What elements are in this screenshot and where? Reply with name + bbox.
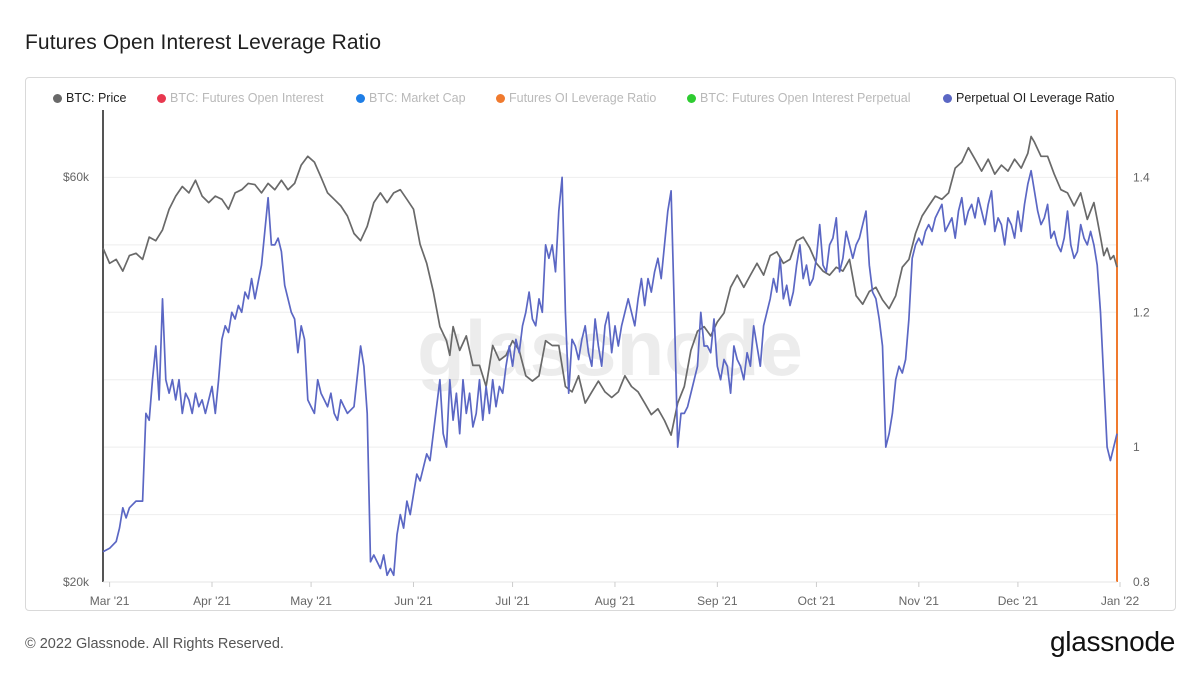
- chart-title: Futures Open Interest Leverage Ratio: [25, 31, 382, 54]
- x-tick-label: Aug '21: [595, 594, 636, 608]
- legend-dot-icon: [356, 93, 365, 103]
- x-tick-label: Dec '21: [998, 594, 1039, 608]
- x-axis: Mar '21 Apr '21 May '21 Jun '21 Jul '21 Aug '…: [90, 582, 1140, 608]
- y-right-tick-label: 1.2: [1133, 305, 1150, 319]
- copyright-footer: © 2022 Glassnode. All Rights Reserved.: [25, 636, 284, 652]
- series-line-btc-price: [102, 135, 1118, 436]
- legend-dot-icon: [943, 93, 952, 103]
- x-tick-label: Jul '21: [495, 594, 530, 608]
- legend-item-btc-futures-open-interest-perpetual[interactable]: BTC: Futures Open Interest Perpetual: [687, 91, 911, 105]
- x-tick-label: Jun '21: [394, 594, 433, 608]
- legend: BTC: Price BTC: Futures Open Interest BTC:…: [0, 91, 1200, 109]
- watermark: glassnode: [417, 304, 803, 392]
- gridlines: [103, 176, 1117, 516]
- x-tick-label: Jan '22: [1101, 594, 1140, 608]
- x-tick-label: May '21: [290, 594, 332, 608]
- x-tick-label: Oct '21: [798, 594, 836, 608]
- legend-dot-icon: [157, 93, 166, 103]
- legend-label: BTC: Market Cap: [369, 91, 466, 105]
- x-tick-label: Nov '21: [899, 594, 940, 608]
- x-tick-label: Sep '21: [697, 594, 738, 608]
- legend-label: BTC: Futures Open Interest: [170, 91, 324, 105]
- legend-item-btc-futures-open-interest[interactable]: BTC: Futures Open Interest: [157, 91, 324, 105]
- legend-dot-icon: [496, 93, 505, 103]
- y-axis-left: $20k $60k: [63, 170, 90, 589]
- glassnode-logo: glassnode: [1050, 626, 1175, 657]
- legend-item-btc-market-cap[interactable]: BTC: Market Cap: [356, 91, 466, 105]
- legend-item-btc-price[interactable]: BTC: Price: [53, 91, 126, 105]
- legend-label: BTC: Futures Open Interest Perpetual: [700, 91, 911, 105]
- legend-item-futures-oi-leverage-ratio[interactable]: Futures OI Leverage Ratio: [496, 91, 656, 105]
- legend-dot-icon: [687, 93, 696, 103]
- x-tick-label: Apr '21: [193, 594, 231, 608]
- legend-label: Perpetual OI Leverage Ratio: [956, 91, 1115, 105]
- legend-item-perpetual-oi-leverage-ratio[interactable]: Perpetual OI Leverage Ratio: [943, 91, 1114, 105]
- y-right-tick-label: 1.4: [1133, 170, 1150, 184]
- y-right-tick-label: 1: [1133, 440, 1140, 454]
- series-line-perpetual-oi-leverage-ratio: [102, 169, 1118, 577]
- y-left-tick-label: $60k: [63, 170, 90, 184]
- y-left-tick-label: $20k: [63, 575, 90, 589]
- x-tick-label: Mar '21: [90, 594, 130, 608]
- legend-label: BTC: Price: [66, 91, 127, 105]
- chart-frame: [25, 77, 1176, 611]
- y-right-tick-label: 0.8: [1133, 575, 1150, 589]
- y-axis-right: 0.8 1 1.2 1.4: [1133, 170, 1150, 589]
- legend-dot-icon: [53, 93, 62, 103]
- legend-label: Futures OI Leverage Ratio: [509, 91, 657, 105]
